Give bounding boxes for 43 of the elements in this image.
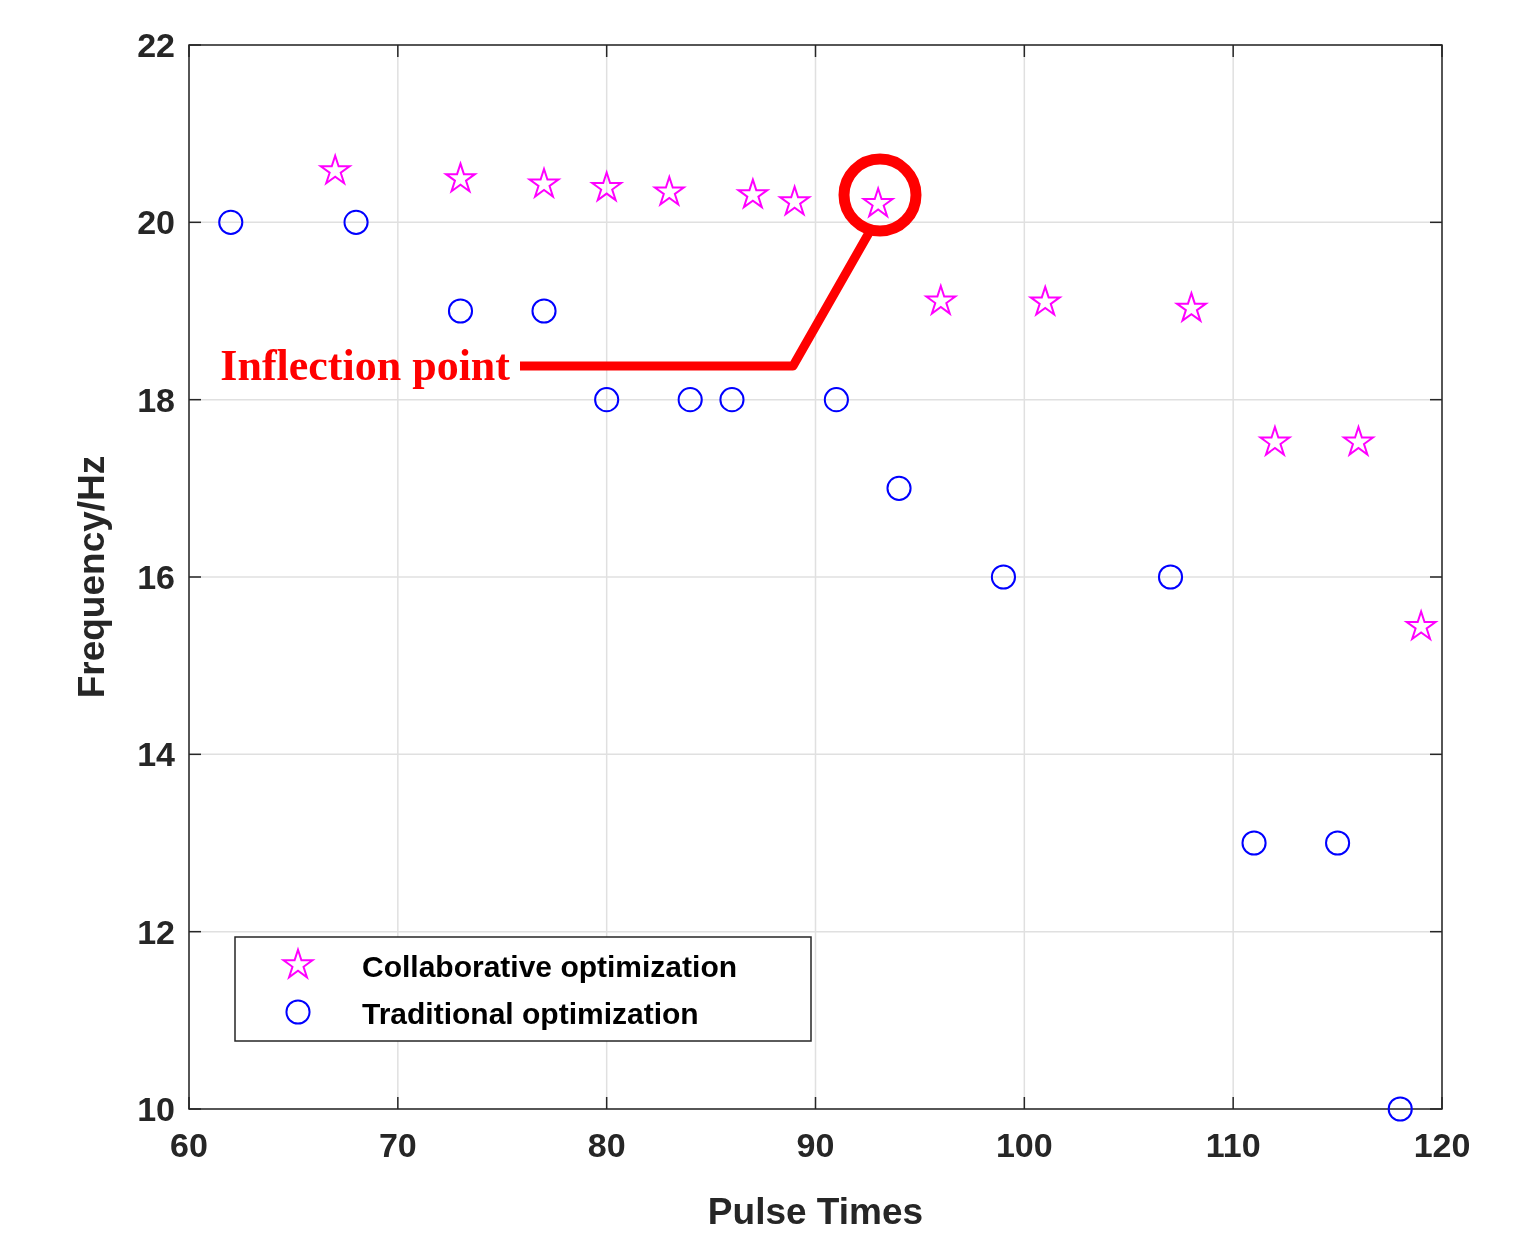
point: [1387, 1096, 1413, 1122]
point: [677, 387, 703, 413]
point: [443, 160, 478, 194]
x-tick-label: 80: [587, 1126, 626, 1164]
point: [526, 166, 562, 200]
x-tick-label: 60: [170, 1126, 208, 1164]
point: [719, 387, 745, 413]
point: [923, 283, 959, 317]
point: [594, 387, 620, 413]
point: [1403, 608, 1439, 642]
point: [1325, 830, 1351, 856]
y-tick-label: 14: [137, 735, 176, 774]
point: [447, 298, 474, 324]
y-tick-label: 10: [137, 1090, 175, 1128]
y-tick-label: 12: [137, 912, 175, 951]
point: [1241, 830, 1267, 856]
x-tick-label: 110: [1205, 1126, 1261, 1164]
point: [777, 183, 812, 217]
annotation: Inflection point: [220, 341, 511, 390]
point: [735, 176, 771, 210]
point: [343, 209, 369, 235]
y-tick-label: 18: [137, 380, 175, 419]
point: [531, 298, 557, 324]
point: [1027, 284, 1063, 317]
legend-label: Traditional optimization: [362, 997, 699, 1030]
point: [218, 209, 244, 235]
y-axis-title: Frequency/Hz: [71, 455, 112, 699]
y-tick-label: 22: [137, 26, 175, 64]
point: [990, 564, 1017, 590]
x-axis-title: Pulse Times: [707, 1191, 924, 1232]
x-tick-label: 100: [995, 1126, 1053, 1164]
x-tick-label: 90: [796, 1126, 835, 1164]
x-tick-label: 70: [378, 1126, 417, 1164]
legend-label: Collaborative optimization: [362, 950, 738, 983]
point: [886, 475, 912, 501]
point: [1257, 424, 1293, 458]
point: [317, 152, 353, 186]
point: [823, 387, 849, 413]
point: [1157, 564, 1184, 590]
x-tick-label: 120: [1413, 1126, 1471, 1164]
y-tick-label: 16: [137, 558, 175, 596]
y-tick-label: 20: [137, 203, 175, 242]
point: [589, 169, 624, 203]
